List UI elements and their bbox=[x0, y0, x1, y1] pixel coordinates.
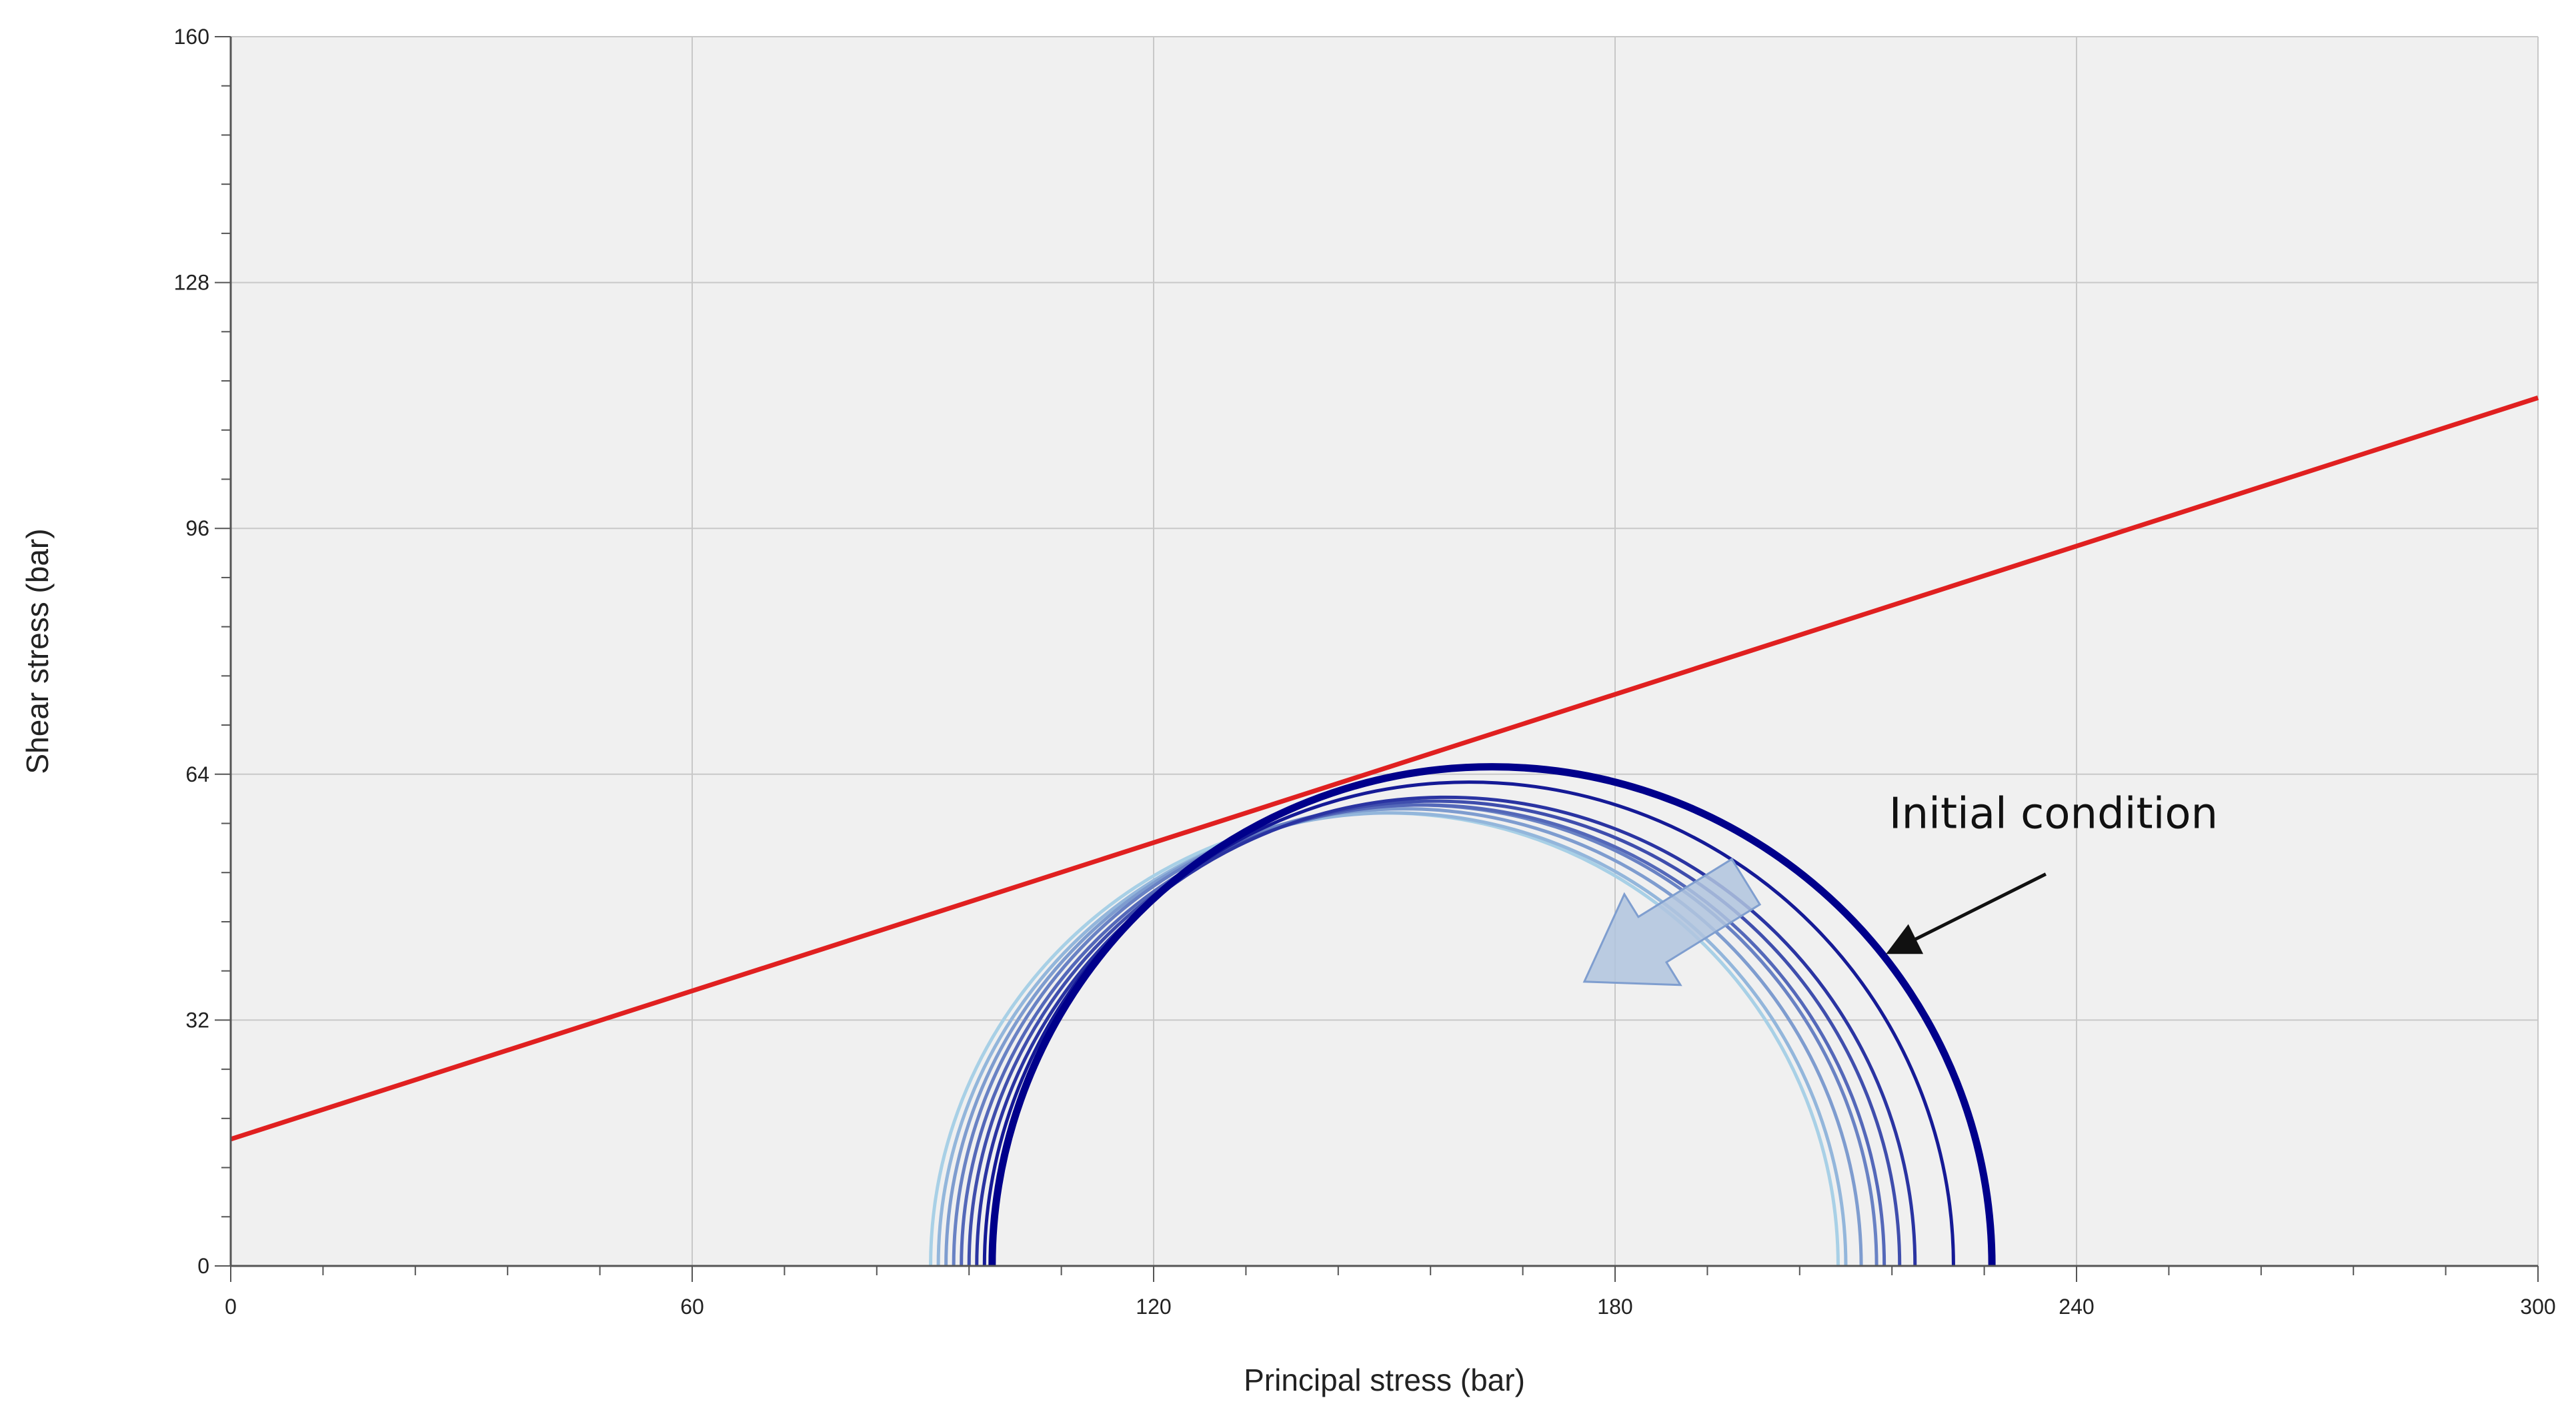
y-tick-label: 128 bbox=[174, 271, 209, 295]
plot-area bbox=[231, 37, 2538, 1266]
x-tick-label: 240 bbox=[2059, 1295, 2094, 1319]
y-tick-label: 32 bbox=[185, 1008, 209, 1032]
x-tick-label: 180 bbox=[1597, 1295, 1632, 1319]
direction-block-arrow bbox=[1582, 857, 1762, 986]
x-tick-label: 120 bbox=[1136, 1295, 1171, 1319]
mohr-circle bbox=[982, 780, 1955, 1267]
annotations: Initial condition bbox=[1582, 789, 2218, 986]
mohr-circle bbox=[944, 807, 1863, 1267]
axes bbox=[215, 36, 2539, 1282]
mohr-circles bbox=[929, 767, 1993, 1267]
x-tick-label: 60 bbox=[680, 1295, 704, 1319]
y-tick-label: 96 bbox=[185, 516, 209, 540]
annotation-initial-condition: Initial condition bbox=[1889, 789, 2218, 838]
tick-labels: 0 60 120 180 240 300 0 32 64 96 128 160 bbox=[174, 25, 2556, 1319]
y-axis-title: Shear stress (bar) bbox=[20, 528, 55, 774]
mohr-circle bbox=[960, 803, 1886, 1267]
mohr-circle bbox=[975, 795, 1917, 1267]
x-tick-label: 0 bbox=[225, 1295, 237, 1319]
y-tick-label: 64 bbox=[185, 762, 209, 786]
failure-envelope-line bbox=[229, 396, 2539, 1142]
y-tick-label: 160 bbox=[174, 25, 209, 49]
y-tick-label: 0 bbox=[197, 1254, 209, 1278]
x-axis-title: Principal stress (bar) bbox=[1244, 1363, 1525, 1397]
annotation-pointer-arrow bbox=[1886, 872, 2047, 954]
x-tick-label: 300 bbox=[2520, 1295, 2555, 1319]
mohr-circle bbox=[929, 810, 1840, 1267]
failure-envelope bbox=[229, 396, 2539, 1142]
